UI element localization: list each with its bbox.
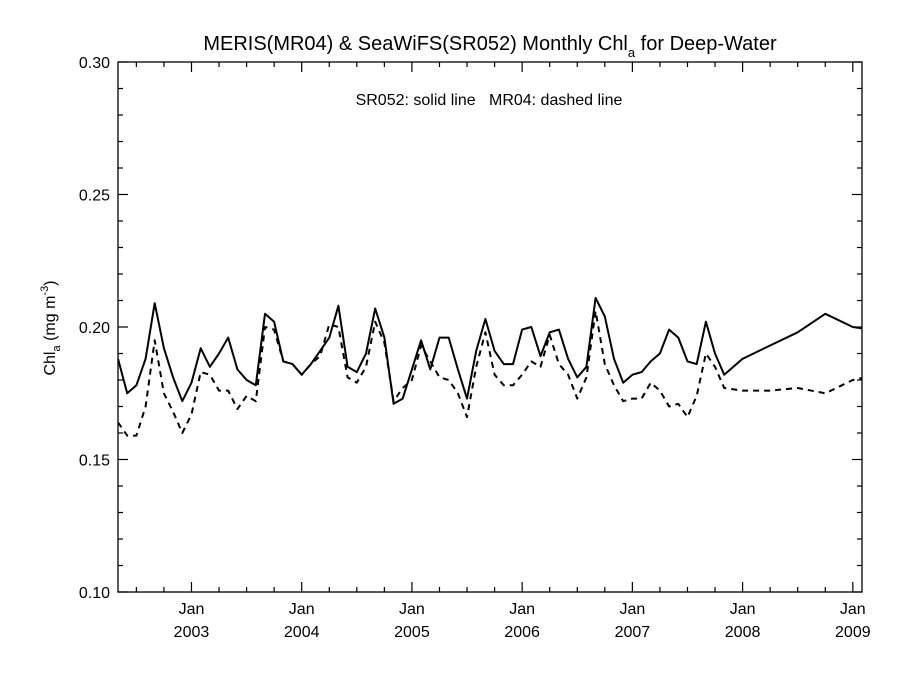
- x-tick-label-month: Jan: [399, 601, 425, 618]
- x-tick-label-year: 2004: [284, 624, 320, 641]
- y-axis-label-subscript: a: [51, 345, 63, 352]
- series-line-solid: [118, 296, 862, 405]
- y-axis-label-mid: (mg m: [42, 296, 59, 346]
- y-tick-label: 0.15: [79, 453, 110, 470]
- y-tick-label: 0.20: [79, 320, 110, 337]
- x-tick-label-year: 2003: [174, 624, 210, 641]
- chart-title-tail: for Deep-Water: [635, 33, 777, 55]
- chart-title: MERIS(MR04) & SeaWiFS(SR052) Monthly Chl…: [203, 33, 777, 60]
- y-axis-label-superscript: -3: [39, 286, 51, 296]
- x-tick-label-month: Jan: [179, 601, 205, 618]
- x-tick-label-month: Jan: [509, 601, 535, 618]
- x-tick-label-month: Jan: [730, 601, 756, 618]
- y-tick-label: 0.25: [79, 188, 110, 205]
- chart-title-subscript: a: [628, 45, 636, 60]
- x-tick-label-year: 2006: [504, 624, 540, 641]
- x-tick-label-year: 2007: [615, 624, 651, 641]
- y-axis-label: Chla (mg m-3): [39, 280, 63, 375]
- x-tick-label-month: Jan: [840, 601, 866, 618]
- chart-title-main: MERIS(MR04) & SeaWiFS(SR052) Monthly Chl: [203, 33, 628, 55]
- x-tick-label-month: Jan: [289, 601, 315, 618]
- y-tick-label: 0.30: [79, 55, 110, 72]
- axes: 0.10 0.15 0.20 0.25 0.30 Jan 2003 Jan 2004 Jan 200…: [79, 55, 871, 641]
- y-axis-label-tail: ): [42, 280, 59, 285]
- series-lines: [118, 296, 862, 437]
- series-line-dashed: [118, 310, 862, 437]
- x-tick-label-month: Jan: [619, 601, 645, 618]
- y-axis-label-main: Chl: [42, 352, 59, 376]
- x-tick-label-year: 2005: [394, 624, 430, 641]
- x-tick-label-year: 2008: [725, 624, 761, 641]
- legend-annotation: SR052: solid line MR04: dashed line: [356, 92, 623, 109]
- x-tick-label-year: 2009: [835, 624, 871, 641]
- y-tick-label: 0.10: [79, 585, 110, 602]
